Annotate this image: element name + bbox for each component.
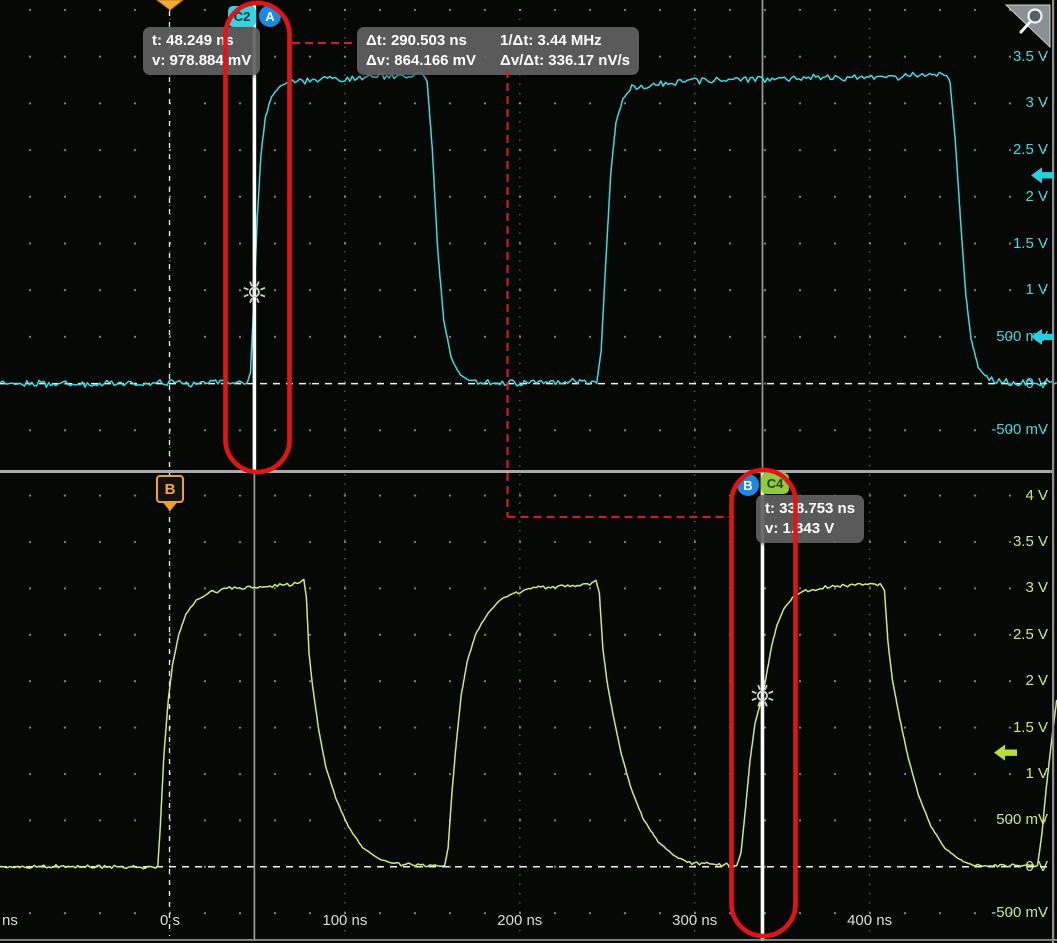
c4-voltage-label: 4 V [1025,486,1048,504]
time-axis-partial-label: ns [2,912,18,929]
cursor-b-readout: t: 338.753 ns v: 1.843 V [756,495,865,543]
cursor-a-voltage: v: 978.884 mV [152,52,252,69]
magnifier-icon [1027,8,1043,24]
c4-voltage-label: -500 mV [991,904,1048,922]
slope-dv-dt: Δv/Δt: 336.17 nV/s [500,52,630,69]
cursor-a-badge[interactable]: A [259,5,281,27]
c2-voltage-label: 500 mV [996,327,1048,345]
c2-voltage-label: 3.5 V [1012,47,1048,65]
cursor-delta-readout: Δt: 290.503 ns Δv: 864.166 mV 1/Δt: 3.44… [357,27,639,75]
time-axis-label: 100 ns [322,912,368,929]
inverse-delta-t: 1/Δt: 3.44 MHz [500,32,602,49]
zoom-corner-button[interactable] [1000,0,1057,55]
c4-voltage-label: 1.5 V [1012,718,1048,736]
channel-c2-badge[interactable]: C2 [228,6,256,27]
cursor-a-time: t: 48.249 ns [152,32,234,49]
time-axis-label: 300 ns [672,912,718,929]
c2-voltage-label: 1.5 V [1012,234,1048,252]
c4-voltage-label: 500 mV [996,811,1048,829]
c2-voltage-label: 2.5 V [1012,141,1048,159]
cursor-b-badge[interactable]: B [737,474,759,496]
c4-voltage-label: 3.5 V [1012,533,1048,550]
c2-voltage-label: -500 mV [991,421,1048,439]
c2-voltage-label: 2 V [1025,187,1048,205]
c2-level-arrow-1[interactable] [1031,167,1054,184]
delta-v: Δv: 864.166 mV [366,52,477,69]
plot-bottom-border [0,939,1057,941]
trigger-b-marker[interactable]: B [156,475,184,503]
panel-divider [0,470,1052,473]
cursor-a-readout: t: 48.249 ns v: 978.884 mV [143,27,261,75]
trigger-b-marker-tail [162,502,178,511]
c2-level-arrow-2[interactable] [1031,328,1054,345]
c4-voltage-label: 2 V [1025,672,1048,690]
c4-voltage-label: 1 V [1025,765,1048,782]
delta-left-column: Δt: 290.503 ns Δv: 864.166 mV [366,31,476,71]
c2-voltage-label: 3 V [1025,94,1048,112]
channel-c4-badge[interactable]: C4 [761,473,789,494]
trace-c2 [0,71,1057,388]
trace-c4 [0,578,1057,870]
c4-level-arrow-1[interactable] [994,744,1017,761]
cursor-b-voltage: v: 1.843 V [765,520,835,537]
delta-right-column: 1/Δt: 3.44 MHz Δv/Δt: 336.17 nV/s [500,31,630,71]
magnifier-handle [1019,20,1032,34]
time-axis-label: 0 s [159,912,180,929]
trigger-position-marker[interactable] [156,0,184,11]
plot-right-border [1052,0,1055,943]
cursor-b-time: t: 338.753 ns [765,500,856,517]
delta-t: Δt: 290.503 ns [366,32,467,49]
time-axis-label: 200 ns [497,912,543,929]
time-axis-label: 400 ns [847,912,893,929]
c4-voltage-label: 3 V [1025,579,1048,597]
c4-voltage-label: 2.5 V [1012,625,1048,643]
c2-voltage-label: 1 V [1025,281,1048,299]
